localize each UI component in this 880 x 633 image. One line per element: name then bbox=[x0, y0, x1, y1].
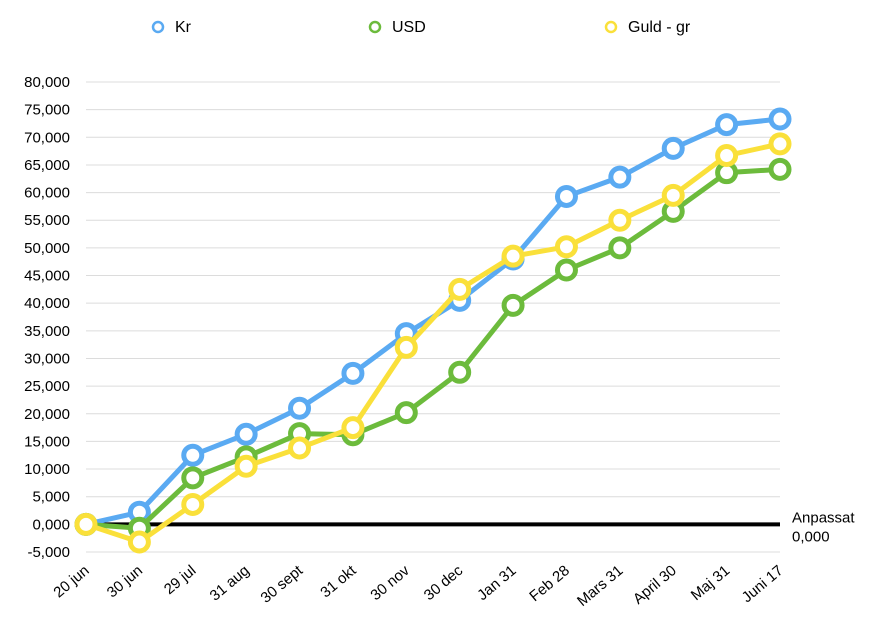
y-tick-label: 70,000 bbox=[24, 129, 70, 146]
y-tick-label: 10,000 bbox=[24, 461, 70, 478]
x-tick-label: 30 dec bbox=[421, 562, 467, 604]
data-point bbox=[608, 208, 632, 232]
series-usd bbox=[74, 157, 792, 540]
y-tick-label: -5,000 bbox=[27, 544, 70, 561]
x-tick-label: 20 jun bbox=[50, 562, 92, 601]
y-tick-label: 50,000 bbox=[24, 240, 70, 257]
data-point bbox=[501, 244, 525, 268]
data-point bbox=[341, 361, 365, 385]
data-point bbox=[181, 443, 205, 467]
data-point bbox=[234, 454, 258, 478]
y-tick-label: 45,000 bbox=[24, 268, 70, 285]
y-tick-label: 20,000 bbox=[24, 406, 70, 423]
x-tick-label: 29 jul bbox=[161, 562, 199, 598]
y-tick-label: 65,000 bbox=[24, 157, 70, 174]
y-tick-label: 80,000 bbox=[24, 74, 70, 91]
data-point bbox=[394, 335, 418, 359]
y-axis-ticks: -5,000 0,000 5,000 10,000 15,000 20,000 25,000… bbox=[24, 74, 70, 561]
y-tick-label: 35,000 bbox=[24, 323, 70, 340]
y-tick-label: 60,000 bbox=[24, 185, 70, 202]
y-tick-label: 0,000 bbox=[32, 516, 70, 533]
legend-label: USD bbox=[392, 19, 426, 36]
legend-label: Kr bbox=[175, 19, 192, 36]
reference-line: Anpassat 0,000 bbox=[82, 509, 855, 545]
data-point bbox=[661, 183, 685, 207]
y-tick-label: 30,000 bbox=[24, 350, 70, 367]
y-tick-label: 15,000 bbox=[24, 433, 70, 450]
x-tick-label: April 30 bbox=[630, 562, 680, 608]
data-point bbox=[341, 416, 365, 440]
legend-marker bbox=[151, 20, 165, 34]
legend-item-usd: USD bbox=[368, 19, 426, 36]
reference-line-value: 0,000 bbox=[792, 528, 830, 545]
y-tick-label: 5,000 bbox=[32, 489, 70, 506]
data-point bbox=[768, 132, 792, 156]
data-point bbox=[181, 492, 205, 516]
data-point bbox=[74, 512, 98, 536]
x-tick-label: Mars 31 bbox=[574, 562, 626, 610]
data-point bbox=[127, 530, 151, 554]
y-tick-label: 55,000 bbox=[24, 212, 70, 229]
x-axis-ticks: 20 jun 30 jun 29 jul 31 aug 30 sept 31 okt 30 … bbox=[50, 562, 786, 610]
data-point bbox=[768, 107, 792, 131]
x-tick-label: Juni 17 bbox=[739, 562, 787, 606]
data-point bbox=[288, 436, 312, 460]
y-tick-label: 75,000 bbox=[24, 102, 70, 119]
data-point bbox=[554, 184, 578, 208]
series-lines bbox=[74, 107, 792, 554]
x-tick-label: 30 nov bbox=[367, 562, 413, 604]
data-point bbox=[394, 401, 418, 425]
series-guld-gr bbox=[74, 132, 792, 554]
data-point bbox=[234, 422, 258, 446]
legend-label: Guld - gr bbox=[628, 19, 691, 36]
data-point bbox=[181, 466, 205, 490]
x-tick-label: Maj 31 bbox=[688, 562, 733, 604]
data-point bbox=[501, 293, 525, 317]
reference-line-label: Anpassat bbox=[792, 509, 855, 526]
legend: Kr USD Guld - gr bbox=[151, 19, 691, 36]
legend-item-guld-gr: Guld - gr bbox=[604, 19, 691, 36]
legend-item-kr: Kr bbox=[151, 19, 192, 36]
x-tick-label: Feb 28 bbox=[526, 562, 573, 605]
data-point bbox=[661, 136, 685, 160]
x-tick-label: 31 aug bbox=[207, 562, 253, 605]
data-point bbox=[768, 157, 792, 181]
x-tick-label: 31 okt bbox=[317, 562, 360, 602]
y-tick-label: 25,000 bbox=[24, 378, 70, 395]
data-point bbox=[715, 144, 739, 168]
data-point bbox=[448, 277, 472, 301]
data-point bbox=[715, 113, 739, 137]
data-point bbox=[608, 165, 632, 189]
data-point bbox=[608, 236, 632, 260]
data-point bbox=[448, 360, 472, 384]
data-point bbox=[288, 396, 312, 420]
y-tick-label: 40,000 bbox=[24, 295, 70, 312]
legend-marker bbox=[368, 20, 382, 34]
legend-marker bbox=[604, 20, 618, 34]
x-tick-label: Jan 31 bbox=[474, 562, 519, 604]
data-point bbox=[554, 235, 578, 259]
x-tick-label: 30 jun bbox=[104, 562, 146, 601]
data-point bbox=[554, 258, 578, 282]
x-tick-label: 30 sept bbox=[257, 562, 306, 607]
